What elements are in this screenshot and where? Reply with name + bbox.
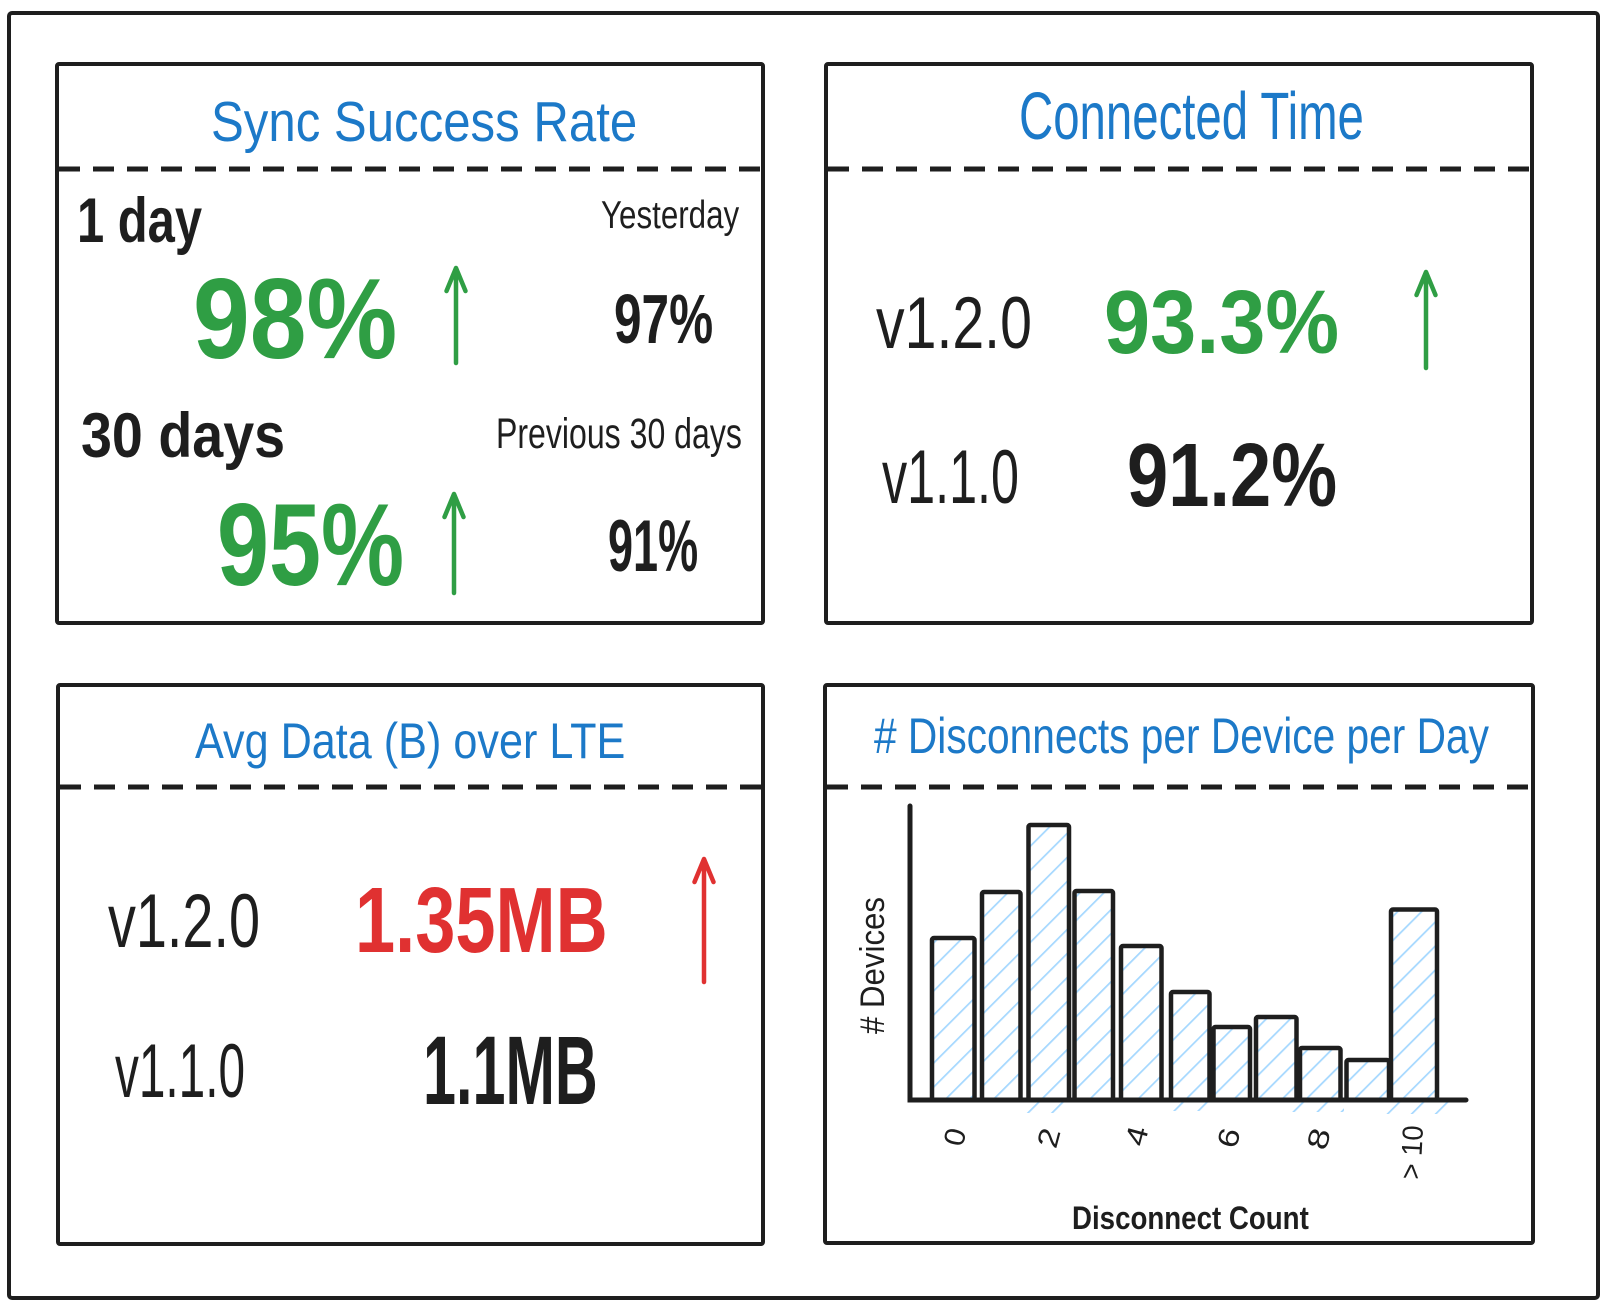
svg-text:98%: 98%	[193, 256, 397, 383]
svg-text:1.35MB: 1.35MB	[355, 868, 608, 972]
svg-text:> 10: > 10	[1395, 1125, 1430, 1181]
svg-text:Connected Time: Connected Time	[1019, 79, 1364, 154]
svg-text:1 day: 1 day	[77, 186, 202, 256]
svg-text:v1.2.0: v1.2.0	[876, 283, 1032, 364]
svg-text:Sync Success Rate: Sync Success Rate	[211, 90, 637, 154]
svg-text:95%: 95%	[217, 479, 404, 610]
svg-text:93.3%: 93.3%	[1104, 273, 1339, 373]
svg-text:4: 4	[1120, 1123, 1156, 1150]
svg-text:1.1MB: 1.1MB	[423, 1016, 598, 1125]
svg-text:91%: 91%	[608, 506, 698, 587]
svg-text:# Disconnects per Device per D: # Disconnects per Device per Day	[874, 708, 1489, 764]
svg-text:8: 8	[1302, 1125, 1338, 1154]
svg-text:Previous 30 days: Previous 30 days	[496, 410, 742, 458]
svg-text:6: 6	[1212, 1125, 1248, 1152]
svg-text:# Devices: # Devices	[854, 897, 892, 1034]
svg-text:0: 0	[938, 1125, 973, 1150]
svg-text:91.2%: 91.2%	[1127, 426, 1337, 526]
svg-text:30 days: 30 days	[81, 401, 285, 471]
svg-text:v1.2.0: v1.2.0	[108, 879, 260, 964]
svg-text:Avg Data (B) over LTE: Avg Data (B) over LTE	[195, 713, 625, 769]
svg-text:Disconnect Count: Disconnect Count	[1072, 1200, 1309, 1236]
svg-text:v1.1.0: v1.1.0	[115, 1029, 245, 1114]
svg-text:2: 2	[1032, 1125, 1068, 1152]
svg-text:Yesterday: Yesterday	[601, 194, 740, 237]
svg-text:97%: 97%	[614, 280, 713, 358]
svg-text:v1.1.0: v1.1.0	[882, 435, 1019, 520]
